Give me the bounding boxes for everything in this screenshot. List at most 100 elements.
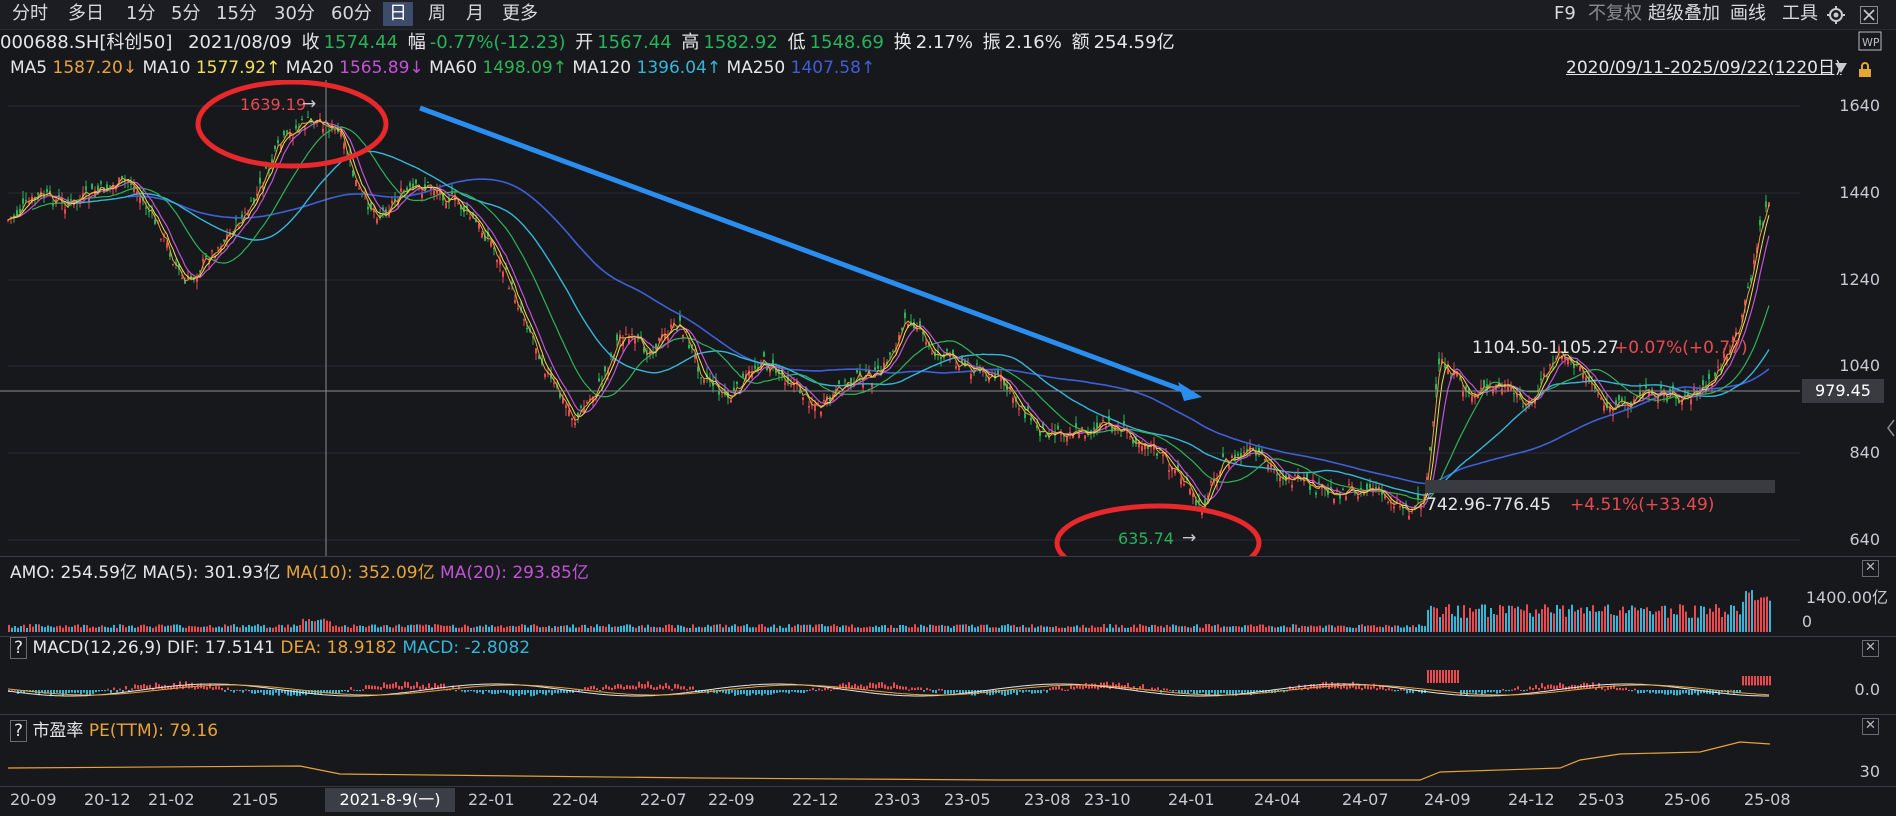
macd-bar: [926, 687, 928, 691]
candle-body: [1243, 451, 1245, 453]
tab-fenshi[interactable]: 分时: [12, 3, 48, 24]
tab-60min[interactable]: 60分: [331, 3, 372, 24]
macd-dea-line: [7, 684, 1770, 696]
macd-bar: [1478, 690, 1480, 693]
tab-duori[interactable]: 多日: [68, 3, 104, 24]
candle-body: [1303, 480, 1305, 482]
draw-button[interactable]: 画线: [1730, 3, 1766, 24]
tab-15min[interactable]: 15分: [216, 3, 257, 24]
macd-bar: [887, 686, 889, 690]
tab-1min[interactable]: 1分: [126, 3, 156, 24]
chevron-left-icon[interactable]: [1886, 418, 1896, 438]
volume-bar: [1424, 626, 1426, 632]
macd-bar: [359, 690, 361, 692]
volume-bar: [827, 626, 829, 632]
tab-5min[interactable]: 5分: [171, 3, 201, 24]
volume-bar: [782, 627, 784, 632]
volume-bar: [1298, 627, 1300, 632]
candle-body: [1321, 485, 1323, 489]
candle-body: [91, 183, 93, 190]
macd-bar: [53, 690, 55, 694]
price-chart[interactable]: [0, 80, 1896, 556]
macd-bar: [1436, 670, 1438, 683]
triangle-down-icon[interactable]: [1834, 62, 1848, 74]
volume-bar: [638, 625, 640, 632]
macd-bar: [1673, 690, 1675, 696]
volume-bar: [1619, 610, 1621, 632]
volume-bar: [1580, 607, 1582, 632]
macd-bar: [1688, 690, 1690, 695]
macd-bar: [782, 690, 784, 693]
candle-body: [1540, 378, 1542, 381]
tab-30min[interactable]: 30分: [274, 3, 315, 24]
close-icon[interactable]: [1860, 6, 1878, 24]
candle-body: [484, 235, 486, 241]
close-icon[interactable]: ✕: [1862, 640, 1879, 657]
volume-bar: [251, 626, 253, 632]
tools-button[interactable]: 工具: [1782, 3, 1818, 24]
candle-body: [682, 334, 684, 339]
macd-bar: [950, 690, 952, 694]
volume-bar: [1187, 627, 1189, 632]
volume-bar: [1403, 627, 1405, 632]
candle-body: [277, 140, 279, 144]
macd-bar: [578, 690, 580, 693]
volume-bar: [1742, 601, 1744, 632]
macd-bar: [275, 690, 277, 693]
volume-bar: [203, 626, 205, 632]
macd-bar: [710, 689, 712, 691]
volume-bar: [1001, 625, 1003, 632]
volume-bar: [593, 627, 595, 632]
volume-bar: [1379, 626, 1381, 632]
tab-month[interactable]: 月: [466, 3, 484, 24]
close-icon[interactable]: ✕: [1862, 718, 1879, 735]
macd-bar: [377, 686, 379, 690]
wp-icon[interactable]: WP: [1858, 31, 1882, 51]
close-icon[interactable]: ✕: [1862, 560, 1879, 577]
x-tick-label: 23-08: [1024, 790, 1071, 809]
gear-icon[interactable]: [1826, 5, 1846, 25]
volume-bar: [431, 627, 433, 632]
volume-bar: [824, 626, 826, 632]
candle-body: [757, 366, 759, 369]
volume-bar: [1148, 627, 1150, 632]
candle-body: [1267, 464, 1269, 471]
macd-bar: [125, 685, 127, 690]
tab-day[interactable]: 日: [383, 2, 413, 26]
volume-bar: [689, 627, 691, 632]
fuquan-button[interactable]: 不复权: [1588, 3, 1642, 24]
candle-body: [1189, 489, 1191, 495]
volume-bar: [1748, 592, 1750, 632]
macd-help-button[interactable]: ?: [10, 637, 28, 659]
candle-body: [13, 215, 15, 217]
volume-bar: [1613, 615, 1615, 632]
tab-week[interactable]: 周: [428, 3, 446, 24]
volume-bar: [380, 626, 382, 632]
volume-bar: [1478, 608, 1480, 632]
pe-help-button[interactable]: ?: [10, 720, 28, 742]
volume-bar: [542, 626, 544, 632]
volume-bar: [278, 624, 280, 632]
volume-bar: [980, 624, 982, 632]
volume-bar: [1283, 625, 1285, 632]
macd-bar: [1595, 687, 1597, 691]
candle-body: [1123, 421, 1125, 427]
macd-bar: [857, 685, 859, 690]
candle-body: [1120, 435, 1122, 437]
macd-bar: [1382, 686, 1384, 690]
macd-bar: [479, 690, 481, 693]
volume-bar: [1232, 626, 1234, 632]
volume-bar: [47, 625, 49, 632]
candle-body: [1750, 278, 1752, 282]
lock-icon[interactable]: [1858, 62, 1872, 78]
candle-body: [1603, 405, 1605, 411]
volume-bar: [731, 625, 733, 632]
date-range[interactable]: 2020/09/11-2025/09/22(1220日): [1566, 58, 1842, 78]
tab-more[interactable]: 更多: [502, 3, 538, 24]
macd-bar: [1040, 690, 1042, 694]
candle-body: [838, 380, 840, 385]
candle-body: [1522, 406, 1524, 408]
overlay-button[interactable]: 超级叠加: [1648, 3, 1720, 24]
f9-button[interactable]: F9: [1554, 3, 1576, 24]
volume-bar: [1592, 605, 1594, 632]
